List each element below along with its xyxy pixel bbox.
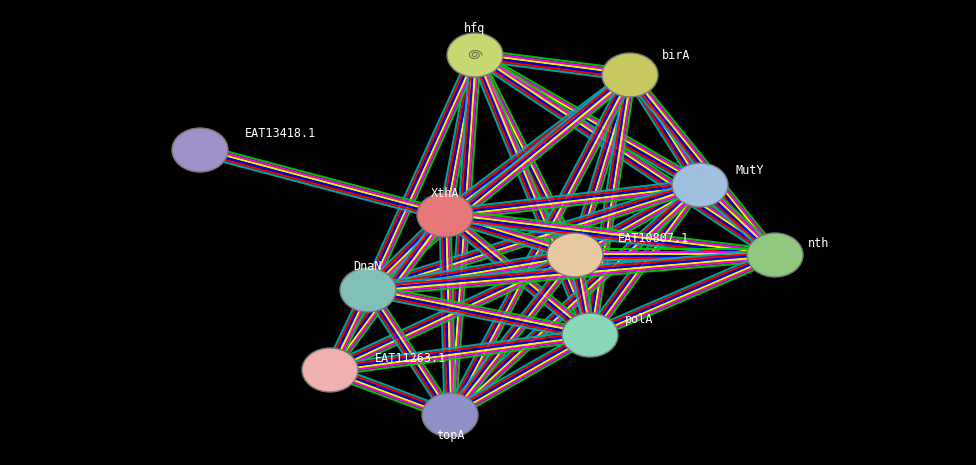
Text: nth: nth (808, 237, 830, 250)
Text: polA: polA (625, 313, 654, 326)
Ellipse shape (672, 163, 728, 207)
Text: DnaN: DnaN (353, 260, 383, 273)
Text: EAT10807.1: EAT10807.1 (618, 232, 689, 245)
Ellipse shape (340, 268, 396, 312)
Ellipse shape (417, 193, 473, 237)
Ellipse shape (747, 233, 803, 277)
Ellipse shape (422, 393, 478, 437)
Ellipse shape (562, 313, 618, 357)
Text: EAT11263.1: EAT11263.1 (375, 352, 446, 365)
Text: XthA: XthA (430, 186, 460, 199)
Text: MutY: MutY (735, 164, 763, 177)
Text: EAT13418.1: EAT13418.1 (245, 126, 316, 140)
Ellipse shape (172, 128, 228, 172)
Ellipse shape (547, 233, 603, 277)
Text: hfq: hfq (465, 21, 486, 34)
Ellipse shape (602, 53, 658, 97)
Text: topA: topA (435, 429, 465, 441)
Text: birA: birA (662, 48, 690, 61)
Ellipse shape (302, 348, 358, 392)
Ellipse shape (447, 33, 503, 77)
